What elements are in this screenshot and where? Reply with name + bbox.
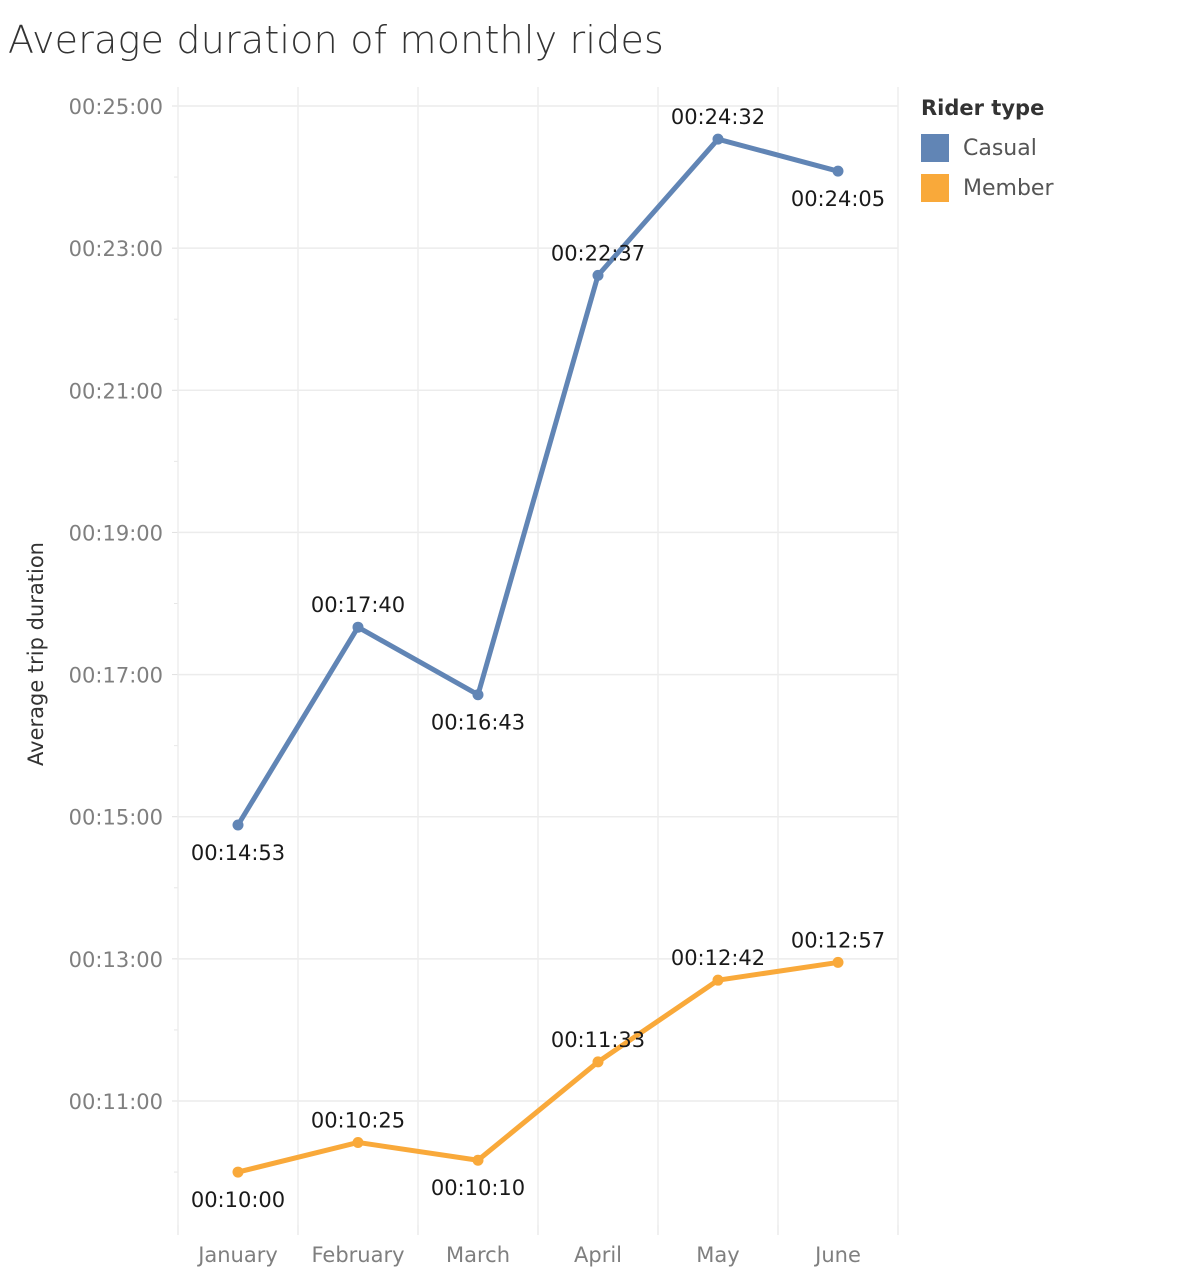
y-axis-label: Average trip duration: [24, 542, 48, 766]
y-tick-label: 00:19:00: [69, 521, 163, 545]
data-point-member: [592, 1056, 604, 1068]
data-label-member: 00:12:57: [791, 928, 885, 952]
legend-swatch-member: [921, 174, 949, 202]
y-tick-label: 00:23:00: [69, 237, 163, 261]
y-tick-label: 00:15:00: [69, 806, 163, 830]
x-tick-label: June: [813, 1243, 861, 1267]
data-point-casual: [352, 621, 364, 633]
data-label-casual: 00:14:53: [191, 841, 285, 865]
data-point-casual: [712, 133, 724, 145]
data-point-member: [352, 1136, 364, 1148]
data-label-casual: 00:16:43: [431, 711, 525, 735]
data-label-casual: 00:24:05: [791, 187, 885, 211]
legend-title: Rider type: [921, 96, 1045, 120]
x-tick-label: February: [311, 1243, 404, 1267]
chart-title: Average duration of monthly rides: [8, 18, 665, 62]
data-label-member: 00:10:00: [191, 1188, 285, 1212]
axes: 00:11:00 00:13:00 00:15:00 00:17:00 00:19:00…: [69, 95, 861, 1267]
data-point-casual: [472, 689, 484, 701]
data-label-member: 00:10:25: [311, 1108, 405, 1132]
data-label-member: 00:11:33: [551, 1028, 645, 1052]
legend-item-member: Member: [921, 168, 1054, 208]
x-tick-label: January: [196, 1243, 278, 1267]
legend: Rider type Casual Member: [921, 96, 1054, 208]
data-point-casual: [832, 165, 844, 177]
y-tick-label: 00:13:00: [69, 948, 163, 972]
data-label-casual: 00:22:37: [551, 241, 645, 265]
legend-label-member: Member: [963, 175, 1054, 201]
y-tick-label: 00:11:00: [69, 1090, 163, 1114]
data-label-casual: 00:17:40: [311, 593, 405, 617]
y-tick-label: 00:21:00: [69, 379, 163, 403]
data-label-casual: 00:24:32: [671, 105, 765, 129]
y-tick-label: 00:17:00: [69, 664, 163, 688]
series-line-member: [235, 959, 841, 1175]
data-point-member: [232, 1166, 244, 1178]
data-labels: 00:14:53 00:17:40 00:16:43 00:22:37 00:24:32…: [191, 105, 885, 1212]
data-label-member: 00:12:42: [671, 946, 765, 970]
gridlines: [172, 87, 899, 1235]
legend-label-casual: Casual: [963, 135, 1037, 161]
series-line-casual: [235, 136, 841, 828]
y-tick-label: 00:25:00: [69, 95, 163, 119]
legend-item-casual: Casual: [921, 128, 1054, 168]
data-point-member: [472, 1154, 484, 1166]
x-tick-label: April: [574, 1243, 622, 1267]
x-tick-label: March: [446, 1243, 510, 1267]
data-point-casual: [232, 819, 244, 831]
data-point-member: [712, 974, 724, 986]
data-label-member: 00:10:10: [431, 1176, 525, 1200]
data-point-casual: [592, 269, 604, 281]
data-point-member: [832, 956, 844, 968]
legend-swatch-casual: [921, 134, 949, 162]
x-tick-label: May: [696, 1243, 739, 1267]
series-lines: [232, 133, 844, 1178]
